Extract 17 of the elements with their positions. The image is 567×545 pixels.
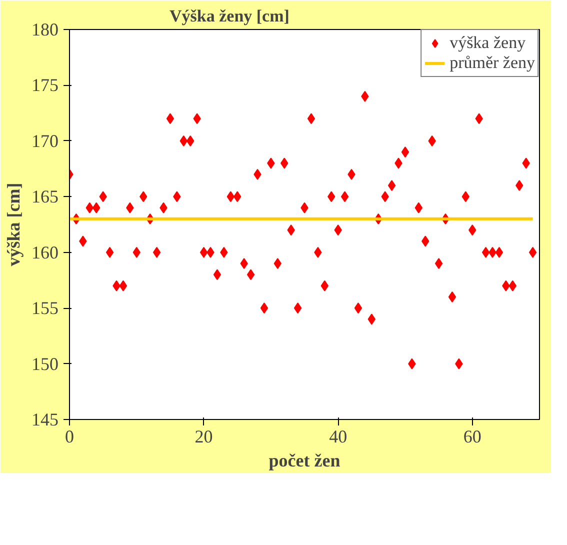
x-tick-label: 60: [463, 426, 482, 446]
y-tick-label: 155: [32, 298, 58, 318]
y-tick-label: 175: [32, 75, 58, 96]
legend-label: průměr ženy: [450, 53, 535, 73]
y-tick-label: 165: [32, 186, 58, 207]
x-tick-label: 40: [329, 426, 348, 446]
y-tick-label: 160: [32, 242, 58, 262]
y-tick-label: 180: [32, 20, 58, 40]
legend-label: výška ženy: [450, 33, 526, 53]
y-axis-title: výška [cm]: [4, 182, 24, 266]
chart-title: Výška ženy [cm]: [170, 6, 290, 26]
y-tick-label: 150: [32, 354, 58, 374]
x-axis-title: počet žen: [268, 450, 340, 470]
x-tick-label: 20: [194, 426, 213, 446]
y-tick-label: 145: [32, 410, 58, 430]
y-tick-label: 170: [32, 130, 58, 151]
x-tick-label: 0: [65, 426, 74, 446]
